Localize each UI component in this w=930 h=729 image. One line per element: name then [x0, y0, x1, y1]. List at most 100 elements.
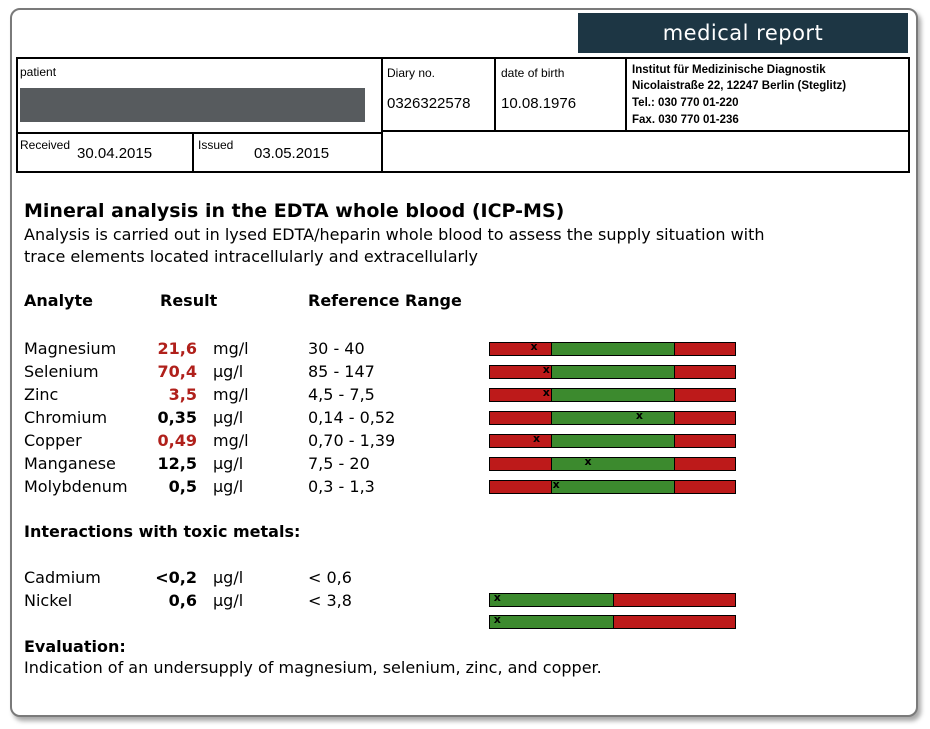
- analyte-bar-segment: [551, 412, 674, 424]
- header-table: [16, 57, 910, 173]
- analyte-range: 4,5 - 7,5: [308, 385, 375, 404]
- analyte-bar-marker: x: [542, 363, 550, 376]
- description-line-2: trace elements located intracellularly a…: [24, 247, 479, 266]
- toxic-range: < 0,6: [308, 568, 352, 587]
- analyte-range-bar: x: [489, 478, 736, 494]
- analyte-bar-segment: [490, 458, 552, 470]
- analyte-name: Molybdenum: [24, 477, 128, 496]
- analyte-bar-segment: [673, 389, 735, 401]
- analyte-bar-segment: [490, 435, 552, 447]
- analyte-unit: mg/l: [213, 339, 249, 358]
- analyte-range-bar: x: [489, 340, 736, 356]
- toxic-name: Nickel: [24, 591, 73, 610]
- analyte-range: 85 - 147: [308, 362, 375, 381]
- analyte-bar-marker: x: [635, 409, 643, 422]
- analyte-unit: µg/l: [213, 454, 244, 473]
- analyte-name: Magnesium: [24, 339, 117, 358]
- toxic-unit: µg/l: [213, 568, 244, 587]
- institute-name: Institut für Medizinische Diagnostik: [632, 64, 826, 76]
- toxic-bar-segment: [612, 594, 735, 606]
- analyte-bar-segment: [551, 435, 674, 447]
- analyte-bar-marker: x: [532, 432, 541, 445]
- analyte-range: 0,70 - 1,39: [308, 431, 396, 450]
- header-col-sep-3: [625, 57, 627, 132]
- analyte-name: Selenium: [24, 362, 99, 381]
- analyte-bar-segment: [673, 481, 735, 493]
- toxic-range: < 3,8: [308, 591, 352, 610]
- issued-label: Issued: [198, 138, 234, 152]
- analyte-unit: µg/l: [213, 362, 244, 381]
- header-col-sep-2: [494, 57, 496, 132]
- toxic-name: Cadmium: [24, 568, 101, 587]
- received-value: 30.04.2015: [77, 145, 153, 162]
- analyte-bar-segment: [673, 343, 735, 355]
- analyte-bar-segment: [551, 389, 674, 401]
- analyte-unit: µg/l: [213, 477, 244, 496]
- analyte-bar-segment: [490, 366, 552, 378]
- analyte-range-bar: x: [489, 455, 736, 471]
- toxic-unit: µg/l: [213, 591, 244, 610]
- evaluation-heading: Evaluation:: [24, 637, 126, 656]
- analyte-range-bar: x: [489, 409, 736, 425]
- col-reference: Reference Range: [308, 291, 462, 310]
- analyte-range-bar: x: [489, 386, 736, 402]
- analyte-bar-marker: x: [584, 455, 592, 468]
- patient-name-redacted: [20, 88, 365, 122]
- institute-phone: Tel.: 030 770 01-220: [632, 97, 739, 109]
- analyte-bar-segment: [490, 389, 552, 401]
- analyte-unit: mg/l: [213, 385, 249, 404]
- toxic-result: <0,2: [155, 568, 197, 587]
- toxic-bar-marker: x: [493, 591, 501, 604]
- evaluation-text: Indication of an undersupply of magnesiu…: [24, 658, 602, 677]
- analyte-bar-marker: x: [542, 386, 550, 399]
- analyte-result: 0,35: [157, 408, 197, 427]
- analyte-result: 0,49: [157, 431, 197, 450]
- analyte-name: Chromium: [24, 408, 108, 427]
- analyte-bar-marker: x: [530, 340, 538, 353]
- dob-label: date of birth: [501, 66, 565, 80]
- analyte-unit: mg/l: [213, 431, 249, 450]
- diary-value: 0326322578: [387, 95, 471, 112]
- analyte-range: 0,3 - 1,3: [308, 477, 375, 496]
- toxic-range-bar: x: [489, 591, 736, 607]
- toxic-bar-marker: x: [493, 613, 501, 626]
- analyte-bar-segment: [673, 412, 735, 424]
- header-divider: [16, 132, 382, 134]
- analyte-range: 30 - 40: [308, 339, 365, 358]
- report-card: [10, 8, 918, 717]
- analyte-result: 3,5: [168, 385, 197, 404]
- analyte-name: Copper: [24, 431, 82, 450]
- analyte-bar-segment: [551, 343, 674, 355]
- analyte-bar-segment: [551, 366, 674, 378]
- analyte-name: Zinc: [24, 385, 59, 404]
- analyte-bar-marker: x: [552, 478, 560, 491]
- analyte-range-bar: x: [489, 363, 736, 379]
- toxic-bar-segment: [612, 616, 735, 628]
- description-line-1: Analysis is carried out in lysed EDTA/he…: [24, 225, 765, 244]
- analyte-range-bar: x: [489, 432, 736, 448]
- toxic-range-bar: x: [489, 613, 736, 629]
- analyte-unit: µg/l: [213, 408, 244, 427]
- report-title: medical report: [578, 13, 908, 53]
- analyte-bar-segment: [490, 481, 552, 493]
- toxic-bar-segment: [490, 594, 613, 606]
- analysis-title: Mineral analysis in the EDTA whole blood…: [24, 200, 565, 222]
- col-result: Result: [160, 291, 218, 310]
- received-label: Received: [20, 138, 71, 152]
- issued-value: 03.05.2015: [254, 145, 330, 162]
- analyte-result: 0,5: [168, 477, 197, 496]
- analyte-range: 7,5 - 20: [308, 454, 370, 473]
- analyte-result: 70,4: [157, 362, 197, 381]
- dob-value: 10.08.1976: [501, 95, 577, 112]
- analyte-bar-segment: [551, 458, 674, 470]
- header-row-sep: [382, 130, 908, 132]
- institute-fax: Fax. 030 770 01-236: [632, 114, 739, 126]
- header-col-sep-1: [381, 57, 383, 171]
- analyte-bar-segment: [673, 366, 735, 378]
- analyte-result: 12,5: [157, 454, 197, 473]
- analyte-result: 21,6: [157, 339, 197, 358]
- diary-label: Diary no.: [387, 66, 436, 80]
- col-analyte: Analyte: [24, 291, 93, 310]
- toxic-bar-segment: [490, 616, 613, 628]
- analyte-bar-segment: [490, 343, 552, 355]
